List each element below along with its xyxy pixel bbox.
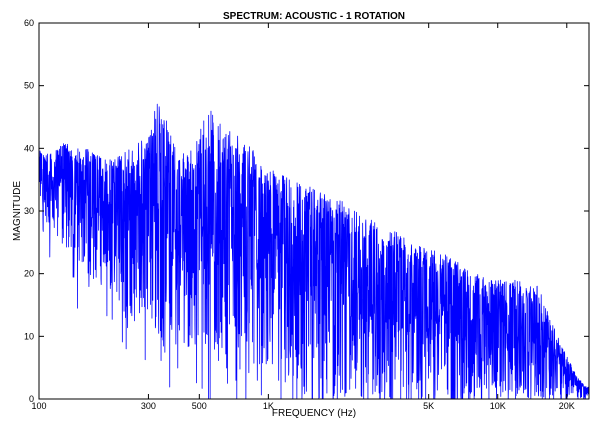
- y-tick-label: 50: [24, 81, 34, 91]
- y-axis-label: MAGNITUDE: [12, 181, 23, 241]
- spectrum-trace-line: [38, 103, 590, 400]
- y-tick-label: 60: [24, 18, 34, 28]
- y-tick-label: 30: [24, 206, 34, 216]
- x-tick-label: 300: [141, 401, 156, 411]
- x-tick-label: 100: [31, 401, 46, 411]
- tick-layer: 100 300 500 1K 5K 10K 20K 0 10 20 30 40 50 60: [24, 18, 589, 411]
- y-tick-label: 10: [24, 331, 34, 341]
- x-tick-label: 500: [192, 401, 207, 411]
- x-axis-label: FREQUENCY (Hz): [272, 408, 356, 418]
- y-tick-label: 0: [29, 394, 34, 404]
- x-tick-label: 1K: [263, 401, 274, 411]
- x-tick-label: 5K: [423, 401, 434, 411]
- spectrum-trace-layer: [38, 103, 590, 400]
- y-tick-label: 20: [24, 269, 34, 279]
- y-tick-label: 40: [24, 143, 34, 153]
- chart-title: SPECTRUM: ACOUSTIC - 1 ROTATION: [223, 11, 405, 22]
- x-tick-label: 10K: [490, 401, 506, 411]
- x-tick-label: 20K: [559, 401, 575, 411]
